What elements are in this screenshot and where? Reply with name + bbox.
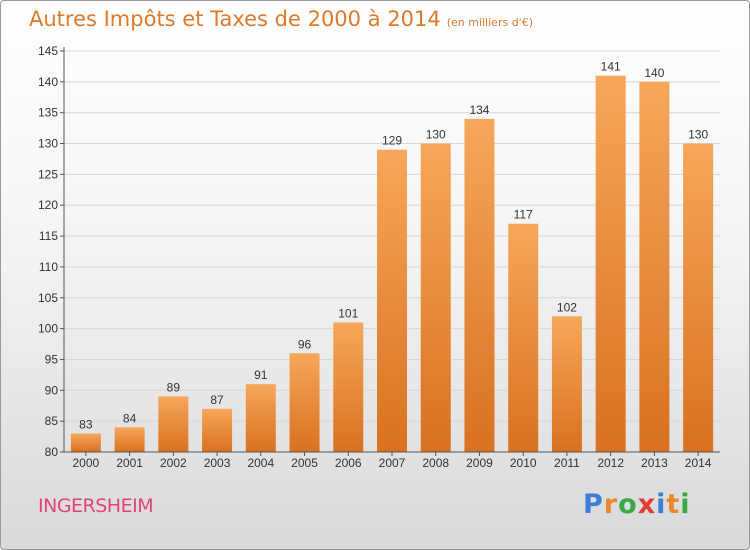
data-label-2014: 130 [688, 128, 708, 142]
chart-title-text: Autres Impôts et Taxes de 2000 à 2014 [29, 7, 441, 31]
data-label-2012: 141 [601, 60, 621, 74]
bar-2003 [202, 408, 233, 452]
y-tick-label: 110 [39, 260, 58, 274]
y-tick-label: 120 [38, 198, 58, 212]
x-tick-label-2013: 2013 [641, 456, 668, 470]
chart-title: Autres Impôts et Taxes de 2000 à 2014 (en… [29, 7, 533, 31]
bar-2004 [245, 384, 276, 452]
data-label-2007: 129 [382, 134, 402, 148]
data-label-2002: 89 [167, 380, 181, 394]
x-tick-label-2012: 2012 [597, 456, 624, 470]
data-label-2003: 87 [210, 393, 224, 407]
x-tick-label-2006: 2006 [335, 456, 362, 470]
y-tick-label: 100 [38, 322, 58, 336]
data-label-2001: 84 [123, 411, 137, 425]
chart-unit: (en milliers d'€) [446, 16, 533, 29]
x-tick-label-2001: 2001 [116, 456, 143, 470]
y-tick-label: 140 [38, 75, 58, 89]
data-label-2010: 117 [514, 208, 533, 222]
x-tick-label-2014: 2014 [685, 456, 712, 470]
data-label-2000: 83 [79, 417, 93, 431]
bar-2006 [333, 322, 364, 452]
bars [70, 75, 714, 453]
bar-2005 [289, 353, 320, 452]
logo-letter: r [603, 489, 619, 520]
y-tick-label: 105 [38, 291, 58, 305]
y-tick-label: 135 [38, 106, 58, 120]
bar-2013 [639, 81, 670, 452]
y-tick-label: 85 [45, 414, 59, 428]
x-tick-label-2004: 2004 [247, 456, 274, 470]
data-label-2005: 96 [298, 337, 312, 351]
data-label-2006: 101 [338, 306, 358, 320]
bar-2008 [420, 143, 451, 453]
logo-letter: P [583, 489, 604, 520]
bar-2014 [683, 143, 714, 453]
bar-2002 [158, 396, 189, 452]
data-label-2009: 134 [469, 103, 489, 117]
bar-chart: 80 85 90 95 100 105 110 115 120 125 130 135 140 145 20… [38, 44, 720, 470]
bar-2007 [377, 149, 407, 452]
x-tick-label-2011: 2011 [554, 456, 580, 470]
x-tick-label-2007: 2007 [379, 456, 406, 470]
data-labels: 83 84 89 87 91 96 101 129 130 134 117 102 141 140 130 [79, 60, 708, 432]
x-tick-label-2005: 2005 [291, 456, 318, 470]
y-tick-label: 145 [38, 44, 58, 58]
y-tick-label: 115 [39, 229, 58, 243]
bar-2000 [70, 433, 101, 452]
data-label-2004: 91 [254, 368, 268, 382]
data-label-2013: 140 [644, 66, 664, 80]
x-tick-label-2000: 2000 [73, 456, 100, 470]
y-tick-label: 90 [45, 383, 59, 397]
commune-name: INGERSHEIM [38, 495, 154, 517]
y-tick-label: 80 [45, 445, 59, 459]
x-tick-label-2010: 2010 [510, 456, 537, 470]
y-tick-label: 95 [45, 352, 59, 366]
bar-2011 [551, 316, 582, 452]
bar-2009 [464, 118, 495, 452]
logo-letter: o [618, 489, 638, 520]
bar-2012 [595, 75, 626, 452]
logo-letter: i [656, 489, 667, 520]
x-tick-label-2003: 2003 [204, 456, 231, 470]
bar-2001 [114, 427, 145, 452]
logo-letter: x [637, 489, 657, 520]
data-label-2008: 130 [426, 128, 446, 142]
y-tick-label: 130 [38, 137, 58, 151]
logo-letter: t [666, 489, 681, 520]
bar-2010 [508, 223, 539, 452]
logo-letter: i [680, 489, 691, 520]
axes: 80 85 90 95 100 105 110 115 120 125 130 135 140 145 20… [38, 44, 720, 470]
x-tick-label-2009: 2009 [466, 456, 493, 470]
data-label-2011: 102 [557, 300, 577, 314]
x-tick-label-2008: 2008 [422, 456, 449, 470]
x-tick-label-2002: 2002 [160, 456, 187, 470]
y-tick-label: 125 [38, 167, 58, 181]
proxiti-logo[interactable]: Proxiti [583, 489, 691, 520]
